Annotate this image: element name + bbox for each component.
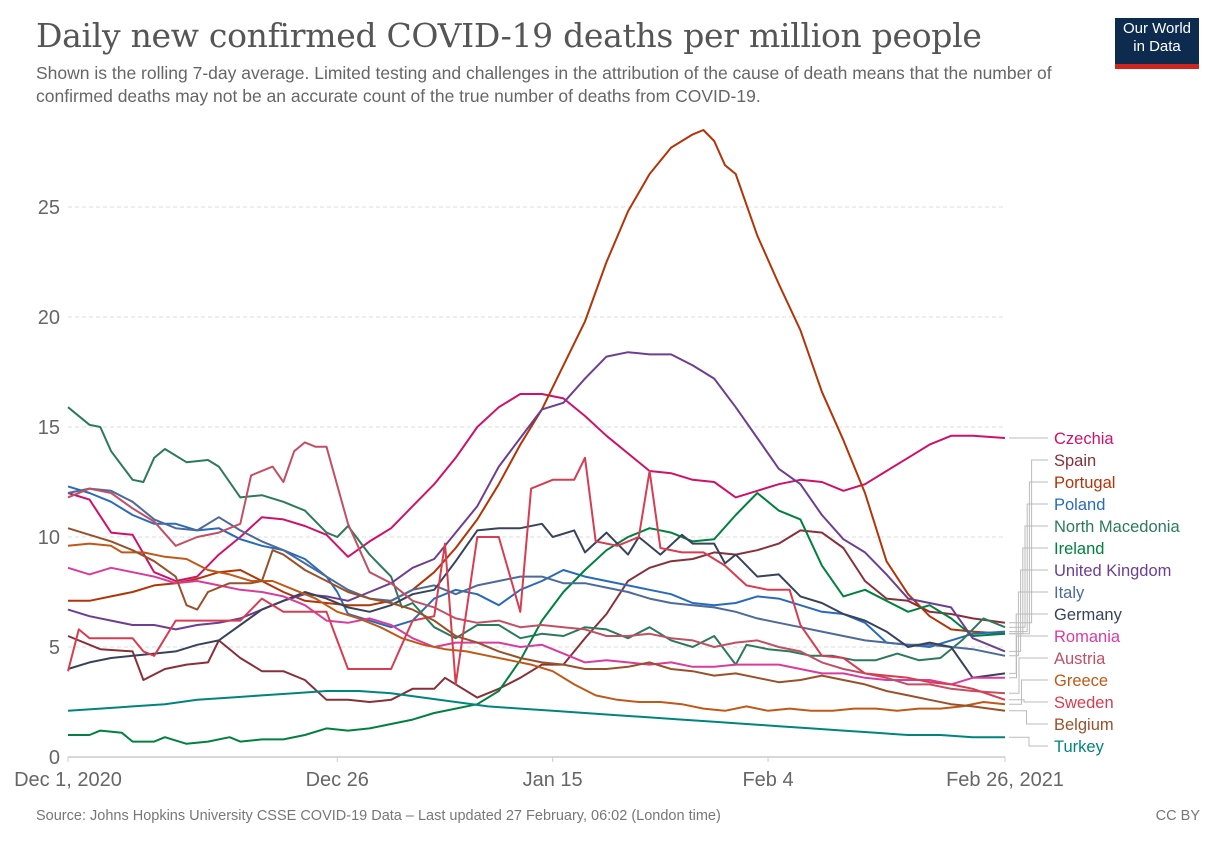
label-connector	[1009, 635, 1048, 679]
series-line-greece[interactable]	[67, 542, 1006, 712]
owid-logo[interactable]: Our World in Data	[1115, 18, 1199, 69]
label-connector	[1009, 459, 1048, 624]
license-link[interactable]: CC BY	[1155, 808, 1200, 824]
label-connector	[1009, 699, 1048, 703]
label-connector	[1009, 569, 1048, 652]
chart-subtitle: Shown is the rolling 7-day average. Limi…	[36, 63, 1052, 106]
series-line-czechia[interactable]	[67, 393, 1006, 582]
gridlines	[68, 206, 1005, 648]
series-label-germany[interactable]: Germany	[1054, 606, 1123, 624]
y-tick-label: 0	[49, 747, 60, 769]
series-labels: Czechia Spain Portugal Poland North Macedoni…	[1054, 430, 1180, 756]
line-chart: 0 5 10 15 20 25 Dec 1, 2020 Dec 26 Jan 15 Feb 4 F…	[14, 129, 1180, 791]
y-tick-label: 5	[49, 637, 60, 659]
series-label-belgium[interactable]: Belgium	[1054, 716, 1114, 734]
series-line-austria[interactable]	[67, 441, 1006, 695]
y-tick-label: 15	[38, 417, 60, 439]
chart-title: Daily new confirmed COVID-19 deaths per …	[36, 16, 982, 55]
label-connector	[1009, 679, 1048, 705]
series-label-czechia[interactable]: Czechia	[1054, 430, 1114, 448]
series-label-romania[interactable]: Romania	[1054, 628, 1121, 646]
series-label-turkey[interactable]: Turkey	[1054, 738, 1105, 756]
source-note: Source: Johns Hopkins University CSSE CO…	[36, 808, 721, 824]
series-label-united-kingdom[interactable]: United Kingdom	[1054, 562, 1171, 580]
series-line-portugal[interactable]	[68, 129, 1006, 635]
logo-line-2: in Data	[1133, 38, 1181, 55]
series-line-sweden[interactable]	[67, 456, 1006, 701]
x-axis: Dec 1, 2020 Dec 26 Jan 15 Feb 4 Feb 26, 2021	[14, 756, 1064, 791]
series-line-poland[interactable]	[67, 485, 1006, 648]
series-label-north-macedonia[interactable]: North Macedonia	[1054, 518, 1180, 536]
series-label-greece[interactable]: Greece	[1054, 672, 1108, 690]
label-connector	[1009, 736, 1048, 747]
series-lines	[67, 129, 1006, 745]
label-connector	[1009, 481, 1048, 635]
label-connector	[1009, 657, 1048, 694]
series-line-italy[interactable]	[67, 487, 1006, 657]
label-connector	[1009, 525, 1048, 628]
x-tick-label: Jan 15	[523, 769, 583, 791]
series-label-austria[interactable]: Austria	[1054, 650, 1106, 668]
series-line-turkey[interactable]	[67, 690, 1005, 739]
x-tick-label: Dec 26	[306, 769, 369, 791]
label-connector	[1009, 591, 1048, 657]
series-label-sweden[interactable]: Sweden	[1054, 694, 1114, 712]
y-axis-ticks: 0 5 10 15 20 25	[38, 197, 60, 769]
label-connectors	[1009, 437, 1048, 747]
y-tick-label: 20	[38, 307, 60, 329]
series-line-ireland[interactable]	[68, 492, 1006, 745]
series-line-united-kingdom[interactable]	[67, 351, 1006, 653]
series-label-poland[interactable]: Poland	[1054, 496, 1105, 514]
series-label-ireland[interactable]: Ireland	[1054, 540, 1104, 558]
x-tick-label: Feb 4	[742, 769, 793, 791]
label-connector	[1009, 710, 1048, 725]
label-connector	[1009, 503, 1048, 633]
series-label-portugal[interactable]: Portugal	[1054, 474, 1115, 492]
y-tick-label: 25	[38, 197, 60, 219]
series-label-spain[interactable]: Spain	[1054, 452, 1096, 470]
series-line-belgium[interactable]	[67, 527, 1006, 712]
logo-red-bar	[1115, 64, 1199, 69]
y-tick-label: 10	[38, 527, 60, 549]
label-connector	[1009, 547, 1048, 635]
series-label-italy[interactable]: Italy	[1054, 584, 1085, 602]
series-line-spain[interactable]	[67, 529, 1006, 703]
x-tick-label: Dec 1, 2020	[14, 769, 122, 791]
x-tick-label: Feb 26, 2021	[946, 769, 1064, 791]
series-line-germany[interactable]	[67, 522, 1006, 679]
logo-line-1: Our World	[1122, 20, 1192, 37]
